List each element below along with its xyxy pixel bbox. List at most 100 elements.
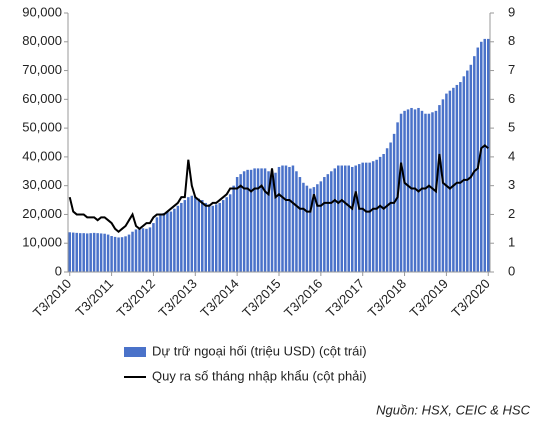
bar [459, 82, 462, 272]
bar [145, 228, 148, 272]
y2-tick-label: 2 [508, 206, 515, 221]
y2-tick-label: 6 [508, 91, 515, 106]
y2-tick-label: 0 [508, 263, 515, 278]
bar [176, 205, 180, 272]
bar [357, 164, 361, 272]
bar [337, 165, 340, 272]
y-tick-label: 30,000 [22, 177, 62, 192]
bar [469, 64, 473, 272]
source-note: Nguồn: HSX, CEIC & HSC [376, 402, 530, 417]
bar [330, 171, 333, 272]
bar [214, 204, 218, 272]
bar [204, 202, 208, 272]
bar [106, 234, 110, 272]
bar [159, 214, 162, 272]
legend-swatch [124, 347, 146, 357]
bar [235, 177, 239, 272]
bar [82, 233, 85, 272]
bar [207, 204, 211, 272]
bar [406, 109, 410, 273]
bar [124, 236, 127, 272]
bar [92, 232, 96, 272]
y-tick-label: 90,000 [22, 4, 62, 19]
y-tick-label: 20,000 [22, 206, 62, 221]
bar [85, 233, 89, 272]
y-tick-label: 10,000 [22, 235, 62, 250]
bar [309, 188, 312, 272]
bar [344, 165, 347, 272]
bar [326, 174, 330, 272]
x-tick-label: T3/2012 [114, 276, 158, 320]
bar [399, 113, 403, 272]
bar [173, 208, 176, 272]
bar [256, 168, 260, 272]
bar [483, 38, 487, 273]
bar [117, 237, 120, 272]
x-tick-label: T3/2019 [407, 276, 451, 320]
bar [378, 156, 382, 272]
bar [462, 76, 466, 272]
y2-tick-label: 1 [508, 235, 515, 250]
x-tick-label: T3/2011 [72, 276, 116, 320]
x-tick-label: T3/2015 [239, 276, 283, 320]
bar [228, 194, 232, 272]
bar [340, 165, 344, 272]
legend-label: Dự trữ ngoại hối (triệu USD) (cột trái) [152, 343, 367, 358]
bar [131, 231, 134, 272]
bar [281, 165, 284, 272]
y2-tick-label: 4 [508, 148, 515, 163]
bar [375, 159, 378, 272]
bar [96, 233, 99, 272]
bar [260, 168, 263, 272]
y-tick-label: 60,000 [22, 91, 62, 106]
bar [141, 228, 145, 272]
bar [333, 168, 337, 272]
y2-tick-label: 7 [508, 62, 515, 77]
bar [211, 205, 214, 272]
y-tick-label: 80,000 [22, 33, 62, 48]
bar [274, 172, 277, 272]
bar [361, 162, 364, 272]
bar [295, 171, 298, 272]
bar [298, 177, 302, 272]
bar [448, 90, 452, 272]
bar [420, 110, 424, 272]
bar [162, 213, 166, 272]
bar [319, 181, 323, 272]
bar [127, 234, 131, 272]
x-tick-label: T3/2017 [323, 276, 367, 320]
bar [347, 165, 351, 272]
bar [166, 211, 169, 272]
bar [201, 200, 204, 272]
bar [452, 87, 455, 272]
bar [354, 165, 357, 272]
bar [138, 228, 141, 272]
bar [71, 232, 75, 272]
bar [103, 233, 106, 272]
bar [476, 47, 480, 273]
bar [431, 112, 434, 273]
bar [424, 113, 427, 272]
bar [183, 200, 187, 272]
bar [78, 233, 82, 272]
x-tick-label: T3/2010 [30, 276, 74, 320]
y2-tick-label: 3 [508, 177, 515, 192]
bar [291, 165, 295, 272]
y2-tick-label: 9 [508, 4, 515, 19]
bar [218, 202, 221, 272]
bar [480, 41, 483, 273]
x-tick-label: T3/2014 [197, 276, 241, 320]
bar [385, 148, 389, 272]
x-tick-label: T3/2013 [156, 276, 200, 320]
bar [68, 232, 71, 272]
bar [113, 236, 117, 272]
bar [75, 232, 78, 272]
y-tick-label: 40,000 [22, 148, 62, 163]
bar [487, 38, 490, 273]
bar [427, 113, 431, 272]
bar [190, 195, 194, 272]
bar [466, 70, 469, 272]
bar [316, 184, 319, 272]
bar [152, 223, 155, 272]
